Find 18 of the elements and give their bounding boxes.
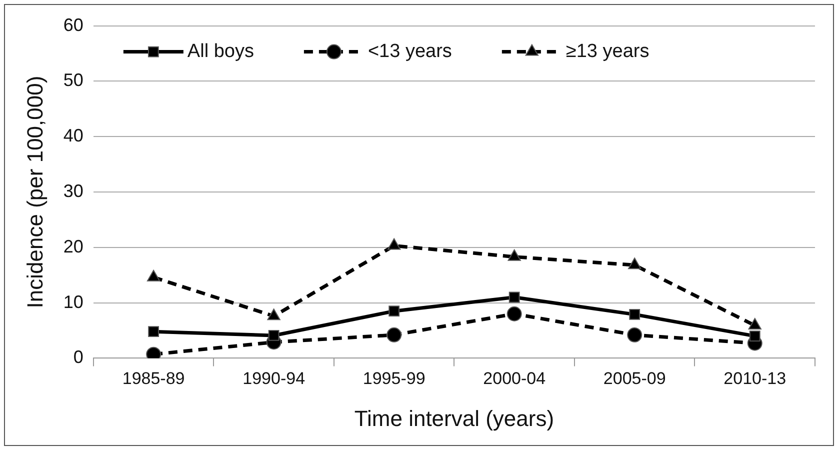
legend-label: <13 years — [368, 41, 452, 62]
x-tick-label: 1985-89 — [122, 369, 185, 388]
legend-label: All boys — [187, 41, 254, 62]
x-tick-label: 2005-09 — [603, 369, 666, 388]
x-tick-label: 1995-99 — [362, 369, 426, 388]
x-tick-label: 2010-13 — [724, 369, 786, 388]
x-tick-label: 2000-04 — [483, 369, 546, 388]
y-tick-label: 10 — [63, 292, 84, 312]
y-axis-title: Incidence (per 100,000) — [22, 76, 48, 308]
x-axis-title: Time interval (years) — [354, 406, 554, 431]
y-tick-label: 60 — [63, 14, 84, 35]
legend-label: ≥13 years — [566, 41, 650, 62]
y-tick-label: 20 — [63, 236, 84, 256]
y-tick-label: 50 — [63, 70, 84, 90]
y-tick-label: 0 — [73, 347, 84, 368]
x-tick-label: 1990-94 — [242, 369, 306, 388]
y-tick-label: 40 — [63, 126, 84, 146]
y-tick-label: 30 — [63, 180, 84, 201]
